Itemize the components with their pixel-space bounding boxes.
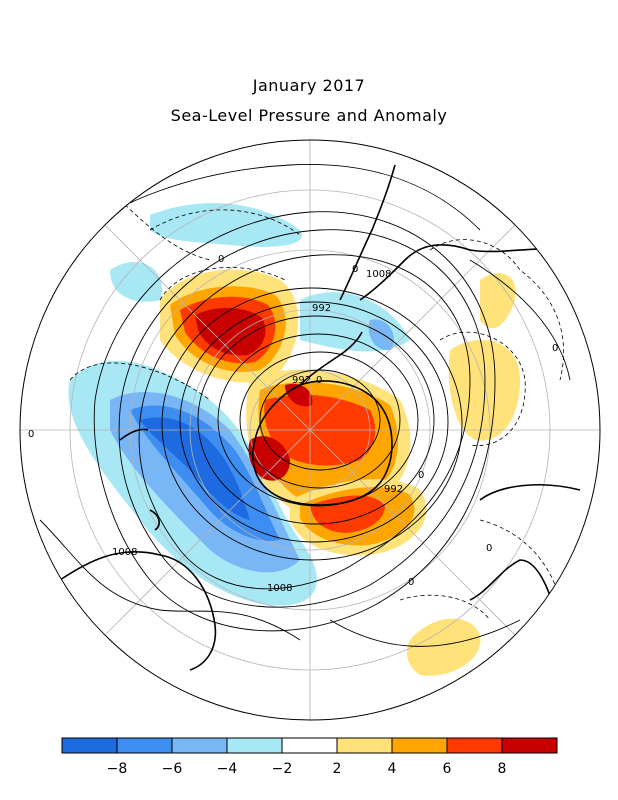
- new-zealand-coast-south: [149, 509, 160, 531]
- anomaly-region-neg4-central: [368, 319, 394, 351]
- anomaly-region-neg8-west: [140, 417, 250, 520]
- colorbar-box-neg4: [171, 737, 228, 754]
- isobar: [161, 287, 463, 561]
- contour-label: 992: [292, 375, 311, 386]
- meridian: [104, 224, 516, 636]
- colorbar-tick-label: −6: [162, 761, 183, 777]
- anomaly-region-pos8-center: [248, 436, 290, 481]
- contour-label: 0: [486, 543, 492, 554]
- isobar: [39, 519, 301, 641]
- map-title: January 2017: [252, 76, 366, 95]
- isobar: [329, 619, 521, 647]
- africa-coast: [479, 484, 581, 501]
- anomaly-region-pos2-east: [448, 340, 520, 441]
- contour-label: 1008: [267, 583, 292, 594]
- map-border: [19, 139, 601, 721]
- anomaly-region-neg2-northwest: [110, 261, 162, 302]
- colorbar-tick-label: −2: [272, 761, 293, 777]
- colorbar-tick-label: 6: [443, 761, 452, 777]
- isobar: [197, 315, 435, 525]
- south-america-coast: [339, 164, 396, 301]
- isobar: [469, 259, 571, 381]
- contour-label: 992: [384, 484, 403, 495]
- isobar: [118, 229, 486, 608]
- zero-line: [439, 331, 526, 446]
- colorbar-boxes: [61, 737, 558, 754]
- pressure-contours: [39, 164, 571, 647]
- contour-label: 0: [316, 375, 322, 386]
- colorbar-box-pos8: [501, 737, 558, 754]
- new-zealand-coast: [119, 428, 149, 441]
- zero-line: [69, 362, 211, 401]
- map-subtitle: Sea-Level Pressure and Anomaly: [170, 106, 448, 125]
- colorbar-box-pos6: [446, 737, 503, 754]
- colorbar-tick-label: −8: [107, 761, 128, 777]
- graticule: [20, 140, 600, 720]
- isobar: [239, 351, 401, 489]
- zero-line: [159, 267, 286, 301]
- isobar: [93, 211, 496, 632]
- colorbar-box-pos4: [391, 737, 448, 754]
- isobar: [138, 254, 471, 590]
- zero-line: [399, 594, 491, 621]
- isobar: [259, 369, 381, 471]
- australia-coast: [59, 551, 217, 671]
- isobar: [217, 333, 419, 507]
- contour-label: 992: [312, 303, 331, 314]
- colorbar-box-pos2: [336, 737, 393, 754]
- contour-label: 0: [28, 429, 34, 440]
- contour-label: 0: [408, 577, 414, 588]
- colorbar-box-zero: [281, 737, 338, 754]
- colorbar-tick-label: 8: [498, 761, 507, 777]
- colorbar-tick-label: 4: [388, 761, 397, 777]
- anomaly-region-pos2-southeast: [407, 618, 481, 676]
- colorbar-labels: −8 −6 −4 −2 2 4 6 8: [107, 761, 507, 777]
- anomaly-zero-contours: [69, 179, 564, 621]
- contour-label: 0: [552, 343, 558, 354]
- contour-label-group: 992 1008 992 992 1008 1008 0 0 0 0 0 0 0…: [28, 254, 558, 594]
- contour-label: 0: [418, 470, 424, 481]
- contour-label: 1008: [112, 547, 137, 558]
- anomaly-region-neg2-north: [150, 203, 302, 247]
- colorbar-tick-label: −4: [217, 761, 238, 777]
- zero-line: [429, 239, 564, 381]
- contour-label: 1008: [366, 269, 391, 280]
- anomaly-region-pos2-east-north: [480, 272, 516, 329]
- contour-label: 0: [218, 254, 224, 265]
- antarctic-peninsula: [299, 331, 363, 386]
- colorbar-box-neg6: [116, 737, 173, 754]
- colorbar-box-neg2: [226, 737, 283, 754]
- contour-label: 0: [352, 264, 358, 275]
- zero-line: [149, 209, 301, 236]
- colorbar-box-neg8: [61, 737, 118, 754]
- south-america-coast-east: [359, 244, 581, 301]
- isobar: [179, 301, 449, 543]
- colorbar-tick-label: 2: [333, 761, 342, 777]
